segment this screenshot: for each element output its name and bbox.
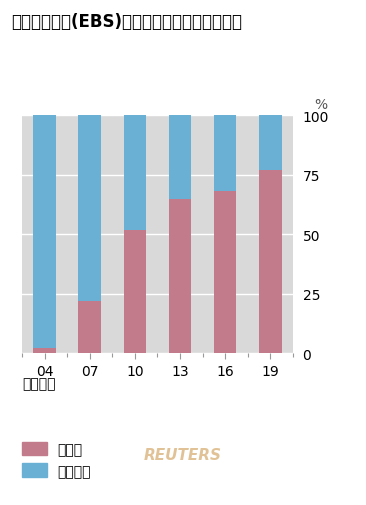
Bar (124, 116, 146, 230)
Text: %: % (314, 97, 328, 112)
Bar (78, 301, 101, 354)
Text: 电子交易系统(EBS)中运算法与人工交易的比重: 电子交易系统(EBS)中运算法与人工交易的比重 (11, 13, 242, 31)
Bar (214, 192, 236, 354)
Text: REUTERS: REUTERS (144, 447, 222, 462)
Bar (169, 116, 191, 199)
Bar (33, 116, 56, 349)
Bar (259, 116, 281, 171)
Bar (259, 171, 281, 354)
Text: 交易类型: 交易类型 (22, 376, 56, 390)
Bar (214, 116, 236, 192)
Legend: 运算法, 人工交易: 运算法, 人工交易 (22, 442, 91, 478)
Bar (124, 230, 146, 354)
Bar (33, 349, 56, 354)
Bar (169, 199, 191, 354)
Bar (78, 116, 101, 301)
